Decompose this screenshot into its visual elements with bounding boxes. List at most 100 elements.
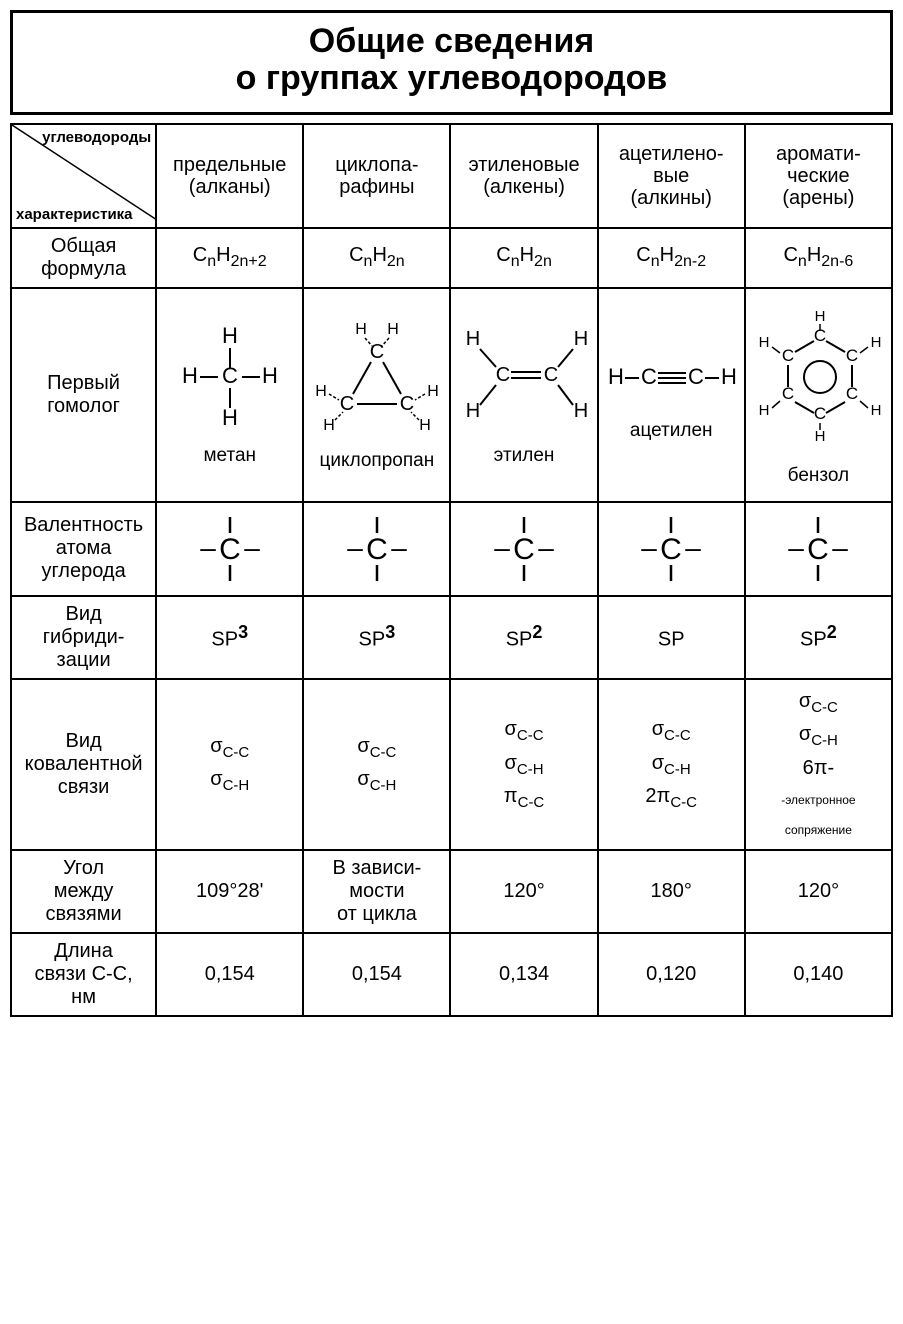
row-formula: Общаяформула CnH2n+2 CnH2n CnH2n CnH2n-2… [11, 228, 892, 288]
svg-text:–: – [244, 532, 260, 563]
svg-text:H: H [870, 402, 881, 419]
valence-4: –C– [745, 502, 892, 596]
svg-text:C: C [782, 346, 794, 365]
svg-text:–: – [833, 532, 849, 563]
bond-2: σC-CσC-HπC-C [450, 679, 597, 850]
carbon-valence-icon: –C– [484, 509, 564, 589]
length-0: 0,154 [156, 933, 303, 1016]
carbon-valence-icon: –C– [337, 509, 417, 589]
col-head-0: предельные(алканы) [156, 124, 303, 228]
title-line2: о группах углеводородов [13, 60, 890, 97]
row-valence: Валентностьатомауглерода –C– –C– –C– –C–… [11, 502, 892, 596]
row-formula-label: Общаяформула [11, 228, 156, 288]
homolog-1: C C C H H H H H H циклопропан [303, 288, 450, 502]
svg-text:–: – [538, 532, 554, 563]
svg-text:C: C [660, 533, 682, 566]
svg-text:C: C [641, 364, 657, 389]
svg-text:H: H [608, 364, 624, 389]
svg-text:C: C [366, 533, 388, 566]
homolog-0: H H C H H метан [156, 288, 303, 502]
length-1: 0,154 [303, 933, 450, 1016]
row-homolog-label: Первыйгомолог [11, 288, 156, 502]
row-bond: Видковалентнойсвязи σC-CσC-H σC-CσC-H σC… [11, 679, 892, 850]
svg-text:–: – [685, 532, 701, 563]
svg-text:H: H [466, 328, 480, 350]
svg-text:H: H [387, 321, 399, 338]
svg-text:C: C [688, 364, 704, 389]
formula-1: CnH2n [303, 228, 450, 288]
svg-text:C: C [400, 393, 414, 415]
row-hybrid-label: Видгибриди-зации [11, 596, 156, 679]
title-line1: Общие сведения [13, 23, 890, 60]
hydrocarbon-table: углеводороды характеристика предельные(а… [10, 123, 893, 1017]
methane-icon: H H C H H [170, 323, 290, 433]
valence-3: –C– [598, 502, 745, 596]
svg-text:H: H [814, 308, 825, 325]
svg-text:–: – [391, 532, 407, 563]
valence-0: –C– [156, 502, 303, 596]
col-head-4: аромати-ческие(арены) [745, 124, 892, 228]
title-box: Общие сведения о группах углеводородов [10, 10, 893, 115]
svg-text:H: H [758, 402, 769, 419]
formula-2: CnH2n [450, 228, 597, 288]
length-2: 0,134 [450, 933, 597, 1016]
svg-text:–: – [641, 532, 657, 563]
svg-text:H: H [323, 417, 335, 434]
svg-text:C: C [496, 364, 510, 386]
row-bond-label: Видковалентнойсвязи [11, 679, 156, 850]
hybrid-2: SP2 [450, 596, 597, 679]
svg-text:C: C [222, 363, 238, 388]
hybrid-1: SP3 [303, 596, 450, 679]
col-head-3: ацетилено-вые(алкины) [598, 124, 745, 228]
col-head-2: этиленовые(алкены) [450, 124, 597, 228]
svg-text:–: – [789, 532, 805, 563]
row-length-label: Длинасвязи C-C,нм [11, 933, 156, 1016]
svg-text:H: H [182, 363, 198, 388]
angle-2: 120° [450, 850, 597, 933]
benzene-icon: C C C C C C H H H H H [748, 303, 893, 453]
carbon-valence-icon: –C– [778, 509, 858, 589]
bond-1: σC-CσC-H [303, 679, 450, 850]
svg-text:H: H [574, 400, 588, 422]
svg-text:H: H [419, 417, 431, 434]
svg-text:H: H [315, 383, 327, 400]
header-row: углеводороды характеристика предельные(а… [11, 124, 892, 228]
hybrid-3: SP [598, 596, 745, 679]
length-3: 0,120 [598, 933, 745, 1016]
row-hybrid: Видгибриди-зации SP3 SP3 SP2 SP SP2 [11, 596, 892, 679]
svg-text:C: C [370, 341, 384, 363]
svg-text:H: H [222, 323, 238, 348]
angle-4: 120° [745, 850, 892, 933]
svg-text:H: H [574, 328, 588, 350]
row-length: Длинасвязи C-C,нм 0,154 0,154 0,134 0,12… [11, 933, 892, 1016]
svg-text:H: H [758, 334, 769, 351]
col-head-1: циклопа-рафины [303, 124, 450, 228]
angle-1: В зависи-мостиот цикла [303, 850, 450, 933]
homolog-4: C C C C C C H H H H H [745, 288, 892, 502]
corner-top: углеводороды [42, 129, 151, 146]
angle-0: 109°28' [156, 850, 303, 933]
angle-3: 180° [598, 850, 745, 933]
row-homolog: Первыйгомолог H H C H H метан C C [11, 288, 892, 502]
formula-4: CnH2n-6 [745, 228, 892, 288]
length-4: 0,140 [745, 933, 892, 1016]
bond-4: σC-CσC-H6π--электронноесопряжение [745, 679, 892, 850]
svg-text:–: – [200, 532, 216, 563]
hybrid-0: SP3 [156, 596, 303, 679]
homolog-3: H C C H ацетилен [598, 288, 745, 502]
bond-0: σC-CσC-H [156, 679, 303, 850]
row-angle-label: Уголмеждусвязями [11, 850, 156, 933]
corner-cell: углеводороды характеристика [11, 124, 156, 228]
svg-text:C: C [340, 393, 354, 415]
formula-0: CnH2n+2 [156, 228, 303, 288]
svg-text:H: H [721, 364, 737, 389]
svg-text:–: – [494, 532, 510, 563]
svg-text:H: H [222, 405, 238, 430]
hybrid-4: SP2 [745, 596, 892, 679]
svg-text:C: C [846, 346, 858, 365]
svg-text:H: H [814, 428, 825, 445]
valence-1: –C– [303, 502, 450, 596]
svg-text:H: H [262, 363, 278, 388]
corner-bottom: характеристика [16, 206, 133, 223]
svg-text:C: C [544, 364, 558, 386]
